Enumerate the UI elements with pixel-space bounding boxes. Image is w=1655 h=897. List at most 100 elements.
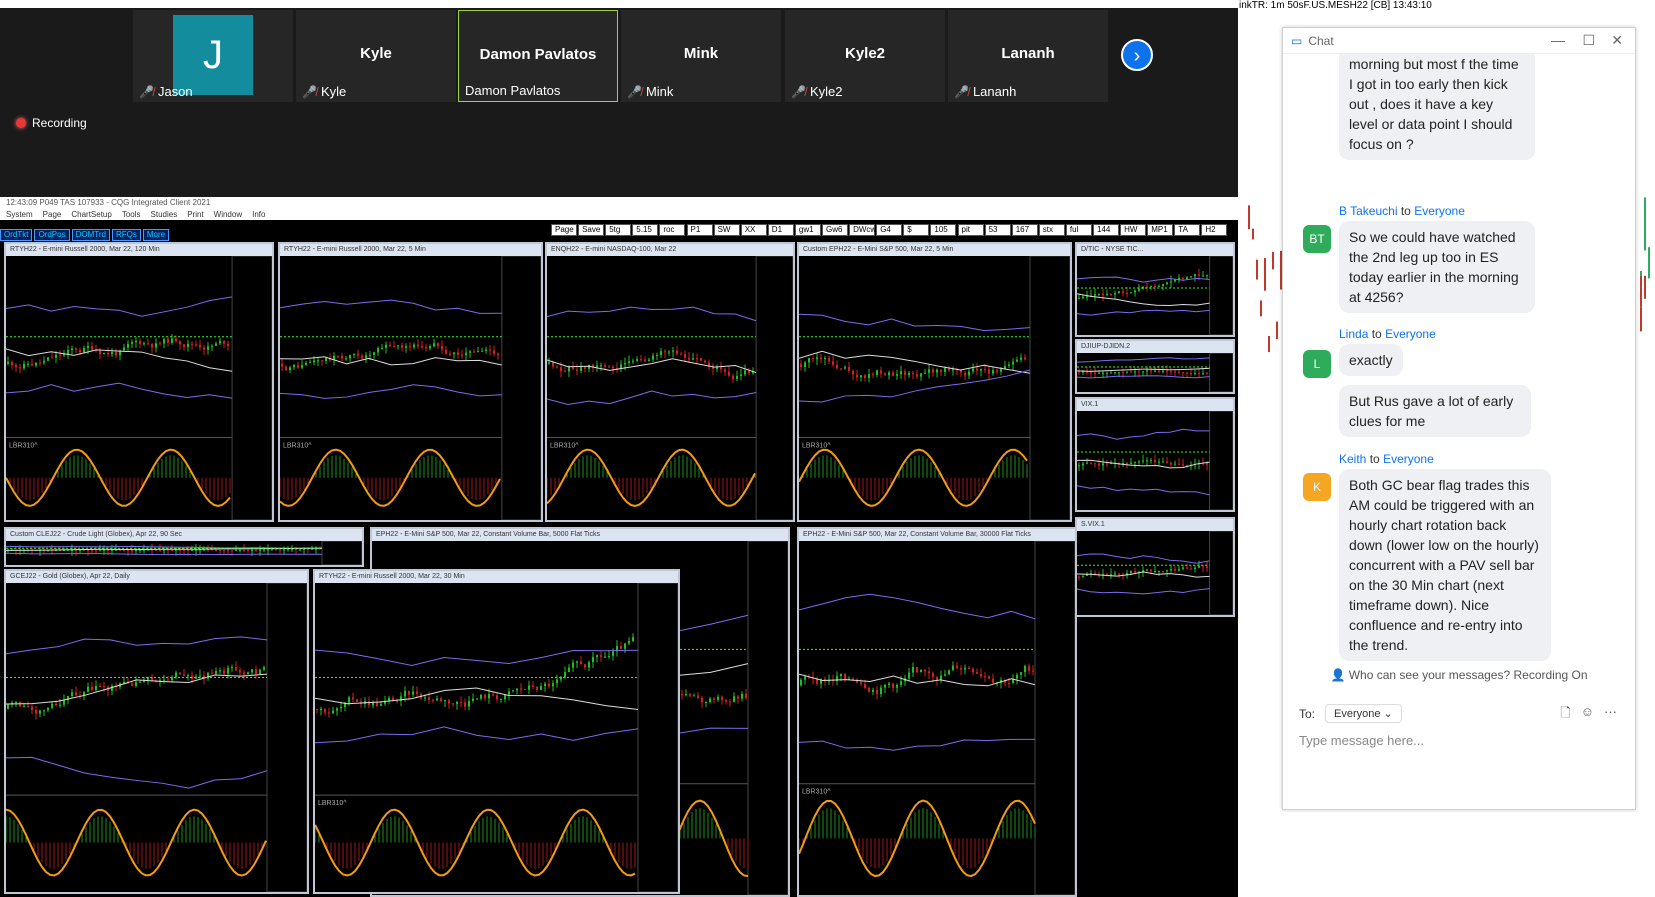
page-button[interactable]: D1: [767, 224, 794, 236]
page-button[interactable]: G4: [876, 224, 903, 236]
participant-tile-lananh[interactable]: Lananh 🎤̸ Lananh: [948, 10, 1108, 102]
chart-title[interactable]: EPH22 - E-Mini S&P 500, Mar 22, Constant…: [372, 529, 788, 541]
price-chart[interactable]: [1077, 411, 1233, 510]
chart-window[interactable]: RTYH22 - E-mini Russell 2000, Mar 22, 30…: [313, 569, 680, 894]
page-button[interactable]: ful: [1065, 224, 1092, 236]
page-button[interactable]: P1: [686, 224, 713, 236]
candle-body: [1000, 368, 1002, 372]
chart-title[interactable]: ENQH22 - E-mini NASDAQ-100, Mar 22: [547, 244, 793, 256]
candle-body: [572, 662, 574, 668]
page-button[interactable]: HW: [1120, 224, 1147, 236]
menu-info[interactable]: Info: [252, 210, 266, 219]
price-chart[interactable]: LBR310^: [547, 256, 793, 520]
tool-rfqs[interactable]: RFQs: [111, 229, 141, 241]
page-button[interactable]: 167: [1011, 224, 1038, 236]
chart-window[interactable]: D/TIC - NYSE TIC...: [1075, 242, 1235, 337]
price-chart[interactable]: LBR310^: [315, 583, 678, 892]
candle-body: [944, 674, 946, 676]
price-chart[interactable]: [6, 583, 307, 892]
chart-window[interactable]: DJIUP-DJIDN.2: [1075, 339, 1235, 394]
page-button[interactable]: MP1: [1147, 224, 1174, 236]
page-button[interactable]: roc: [659, 224, 686, 236]
participant-tile-mink[interactable]: Mink 🎤̸ Mink: [621, 10, 781, 102]
price-chart[interactable]: LBR310^: [799, 541, 1075, 895]
close-icon[interactable]: ✕: [1611, 32, 1623, 48]
chart-window[interactable]: ENQH22 - E-mini NASDAQ-100, Mar 22 LBR310…: [545, 242, 795, 522]
menu-studies[interactable]: Studies: [150, 210, 178, 219]
file-icon[interactable]: 🗋: [1560, 705, 1571, 720]
candle-body: [540, 686, 542, 690]
chart-window[interactable]: S.VIX.1: [1075, 517, 1235, 617]
page-button[interactable]: SW: [713, 224, 740, 236]
price-chart[interactable]: [1077, 353, 1233, 392]
chevron-right-icon[interactable]: ›: [1121, 39, 1153, 71]
participant-tile-damon[interactable]: Damon Pavlatos Damon Pavlatos: [458, 10, 618, 102]
tool-domtrd[interactable]: DOMTrd: [71, 229, 110, 241]
chart-title[interactable]: EPH22 - E-Mini S&P 500, Mar 22, Constant…: [799, 529, 1075, 541]
chart-title[interactable]: RTYH22 - E-mini Russell 2000, Mar 22, 5 …: [280, 244, 541, 256]
menu-print[interactable]: Print: [187, 210, 204, 219]
emoji-icon[interactable]: ☺: [1580, 704, 1594, 719]
chart-window[interactable]: VIX.1: [1075, 397, 1235, 512]
chart-title[interactable]: DJIUP-DJIDN.2: [1077, 341, 1233, 353]
price-chart[interactable]: [6, 541, 362, 565]
chart-title[interactable]: Custom CLEJ22 - Crude Light (Globex), Ap…: [6, 529, 362, 541]
tool-ordtkt[interactable]: OrdTkt: [0, 229, 33, 241]
price-chart[interactable]: LBR310^: [280, 256, 541, 520]
page-button[interactable]: TA: [1174, 224, 1201, 236]
chart-title[interactable]: VIX.1: [1077, 399, 1233, 411]
candle-body: [301, 365, 303, 368]
participant-tile-kyle[interactable]: Kyle 🎤̸ Kyle: [296, 10, 456, 102]
chart-title[interactable]: Custom EPH22 - E-Mini S&P 500, Mar 22, 5…: [799, 244, 1070, 256]
participant-tile-kyle2[interactable]: Kyle2 🎤̸ Kyle2: [785, 10, 945, 102]
candle-body: [107, 352, 109, 355]
chart-title[interactable]: RTYH22 - E-mini Russell 2000, Mar 22, 30…: [315, 571, 678, 583]
menu-window[interactable]: Window: [213, 210, 243, 219]
page-button[interactable]: DWcw: [849, 224, 876, 236]
page-button[interactable]: 5tg: [605, 224, 632, 236]
chart-window[interactable]: GCEJ22 - Gold (Globex), Apr 22, Daily: [4, 569, 309, 894]
menu-chartsetup[interactable]: ChartSetup: [71, 210, 112, 219]
message-input[interactable]: Type message here...: [1299, 733, 1425, 748]
chart-window[interactable]: RTYH22 - E-mini Russell 2000, Mar 22, 5 …: [278, 242, 543, 522]
chart-window[interactable]: RTYH22 - E-mini Russell 2000, Mar 22, 12…: [4, 242, 274, 522]
chart-title[interactable]: GCEJ22 - Gold (Globex), Apr 22, Daily: [6, 571, 307, 583]
chart-window[interactable]: Custom CLEJ22 - Crude Light (Globex), Ap…: [4, 527, 364, 567]
page-button[interactable]: H2: [1201, 224, 1228, 236]
price-chart[interactable]: LBR310^: [799, 256, 1070, 520]
page-button[interactable]: Page: [551, 224, 577, 236]
page-button[interactable]: $: [903, 224, 930, 236]
more-icon[interactable]: ···: [1604, 704, 1617, 719]
page-button[interactable]: Gw6: [822, 224, 848, 236]
maximize-icon[interactable]: ☐: [1582, 32, 1595, 48]
participant-tile-jason[interactable]: J 🎤̸ Jason: [133, 10, 293, 102]
page-button[interactable]: 53: [984, 224, 1011, 236]
chart-title[interactable]: D/TIC - NYSE TIC...: [1077, 244, 1233, 256]
page-button[interactable]: pit: [957, 224, 984, 236]
candle-body: [1118, 573, 1120, 575]
chart-window[interactable]: EPH22 - E-Mini S&P 500, Mar 22, Constant…: [797, 527, 1077, 897]
chart-title[interactable]: RTYH22 - E-mini Russell 2000, Mar 22, 12…: [6, 244, 272, 256]
page-button[interactable]: 105: [930, 224, 957, 236]
who-can-see[interactable]: 👤 Who can see your messages? Recording O…: [1330, 668, 1588, 682]
menu-page[interactable]: Page: [42, 210, 62, 219]
price-chart[interactable]: [1077, 531, 1233, 615]
chat-messages[interactable]: morning but most f the time I got in too…: [1283, 54, 1635, 694]
minimize-icon[interactable]: —: [1551, 32, 1565, 48]
to-dropdown[interactable]: Everyone ⌄: [1325, 704, 1402, 723]
page-button[interactable]: stx: [1038, 224, 1065, 236]
menu-system[interactable]: System: [6, 210, 33, 219]
menu-tools[interactable]: Tools: [121, 210, 141, 219]
page-button[interactable]: 144: [1093, 224, 1119, 236]
band-line: [799, 673, 1036, 687]
page-button[interactable]: 5.15: [632, 224, 659, 236]
page-button[interactable]: XX: [740, 224, 767, 236]
page-button[interactable]: Save: [578, 224, 605, 236]
price-chart[interactable]: [1077, 256, 1233, 335]
tool-ordpos[interactable]: OrdPos: [34, 229, 70, 241]
tool-more[interactable]: More: [142, 229, 170, 241]
chart-window[interactable]: Custom EPH22 - E-Mini S&P 500, Mar 22, 5…: [797, 242, 1072, 522]
chart-title[interactable]: S.VIX.1: [1077, 519, 1233, 531]
price-chart[interactable]: LBR310^: [6, 256, 272, 520]
page-button[interactable]: gw1: [794, 224, 821, 236]
